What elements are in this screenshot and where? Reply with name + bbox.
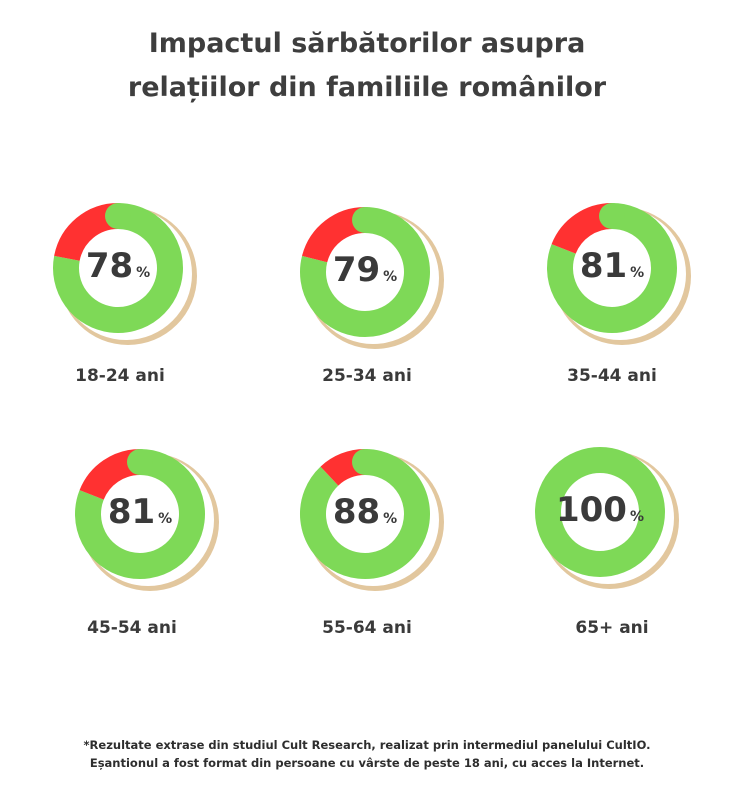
donut-value-label: 100%: [500, 490, 700, 530]
donut-svg: [547, 203, 691, 345]
donut-unit: %: [630, 265, 645, 281]
age-group-label: 25-34 ani: [322, 366, 412, 386]
chart-title: Impactul sărbătorilor asupra relațiilor …: [0, 22, 734, 110]
donut-segment-positive: [53, 203, 183, 333]
donut-segment-cap: [127, 449, 153, 475]
donut-unit: %: [629, 509, 644, 525]
donut-value-label: 79%: [265, 250, 465, 290]
donut-segment-positive: [75, 449, 205, 579]
donut-svg: [75, 449, 219, 591]
donut-value: 78: [85, 246, 134, 286]
footnote: *Rezultate extrase din studiul Cult Rese…: [0, 736, 734, 772]
donut-4: 81%: [40, 414, 240, 614]
donut-segment-positive: [535, 447, 665, 577]
donut-value-label: 88%: [265, 492, 465, 532]
donut-value: 81: [107, 492, 156, 532]
donut-2: 79%: [265, 172, 465, 372]
donut-1: 78%: [18, 168, 218, 368]
donut-value: 88: [332, 492, 381, 532]
donut-value-label: 81%: [40, 492, 240, 532]
age-group-label: 55-64 ani: [322, 618, 412, 638]
donut-unit: %: [136, 265, 151, 281]
donut-svg: [300, 207, 444, 349]
age-group-label: 35-44 ani: [567, 366, 657, 386]
donut-unit: %: [383, 511, 398, 527]
donut-segment-cap: [105, 203, 131, 229]
donut-segment-cap: [599, 203, 625, 229]
donut-value: 79: [332, 250, 381, 290]
footnote-line-2: Eșantionul a fost format din persoane cu…: [89, 756, 645, 770]
donut-value-label: 78%: [18, 246, 218, 286]
donut-svg: [535, 447, 679, 589]
donut-segment-positive: [300, 207, 430, 337]
donut-5: 88%: [265, 414, 465, 614]
age-group-label: 45-54 ani: [87, 618, 177, 638]
donut-segment-positive: [547, 203, 677, 333]
donut-value: 100: [555, 490, 627, 530]
donut-value: 81: [579, 246, 628, 286]
donut-6: 100%: [500, 412, 700, 612]
donut-value-label: 81%: [512, 246, 712, 286]
donut-segment-positive: [300, 449, 430, 579]
footnote-line-1: *Rezultate extrase din studiul Cult Rese…: [83, 738, 651, 752]
donut-segment-cap: [352, 207, 378, 233]
donut-svg: [300, 449, 444, 591]
donut-unit: %: [383, 269, 398, 285]
donut-unit: %: [158, 511, 173, 527]
age-group-label: 65+ ani: [575, 618, 649, 638]
title-line-2: relațiilor din familiile românilor: [127, 72, 607, 103]
age-group-label: 18-24 ani: [75, 366, 165, 386]
donut-svg: [53, 203, 197, 345]
title-line-1: Impactul sărbătorilor asupra: [148, 28, 586, 59]
donut-3: 81%: [512, 168, 712, 368]
donut-segment-cap: [352, 449, 378, 475]
